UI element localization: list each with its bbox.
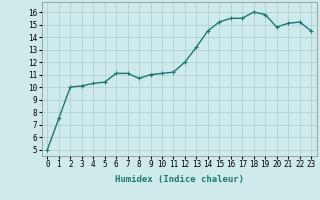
X-axis label: Humidex (Indice chaleur): Humidex (Indice chaleur)	[115, 175, 244, 184]
